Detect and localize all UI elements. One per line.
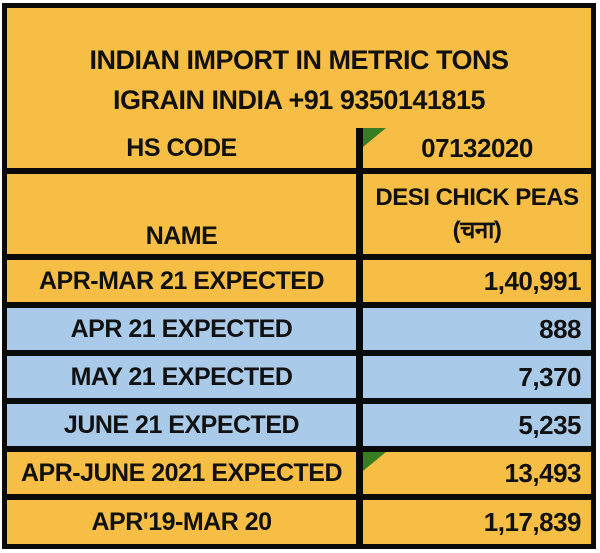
label-cell[interactable]: APR-MAR 21 EXPECTED bbox=[7, 260, 356, 302]
table-row: APR-MAR 21 EXPECTED 1,40,991 bbox=[7, 254, 591, 302]
label-cell[interactable]: NAME bbox=[7, 174, 356, 254]
value-cell[interactable]: DESI CHICK PEAS (चना) bbox=[356, 174, 591, 254]
table-row: APR-JUNE 2021 EXPECTED 13,493 bbox=[7, 446, 591, 494]
table-header-cell[interactable]: INDIAN IMPORT IN METRIC TONS IGRAIN INDI… bbox=[7, 8, 591, 128]
label-cell[interactable]: APR-JUNE 2021 EXPECTED bbox=[7, 452, 356, 494]
table-subtitle: IGRAIN INDIA +91 9350141815 bbox=[113, 85, 485, 115]
row-value: 5,235 bbox=[518, 409, 581, 440]
value-cell[interactable]: 07132020 bbox=[356, 128, 591, 168]
row-value-line: DESI CHICK PEAS bbox=[375, 184, 579, 211]
row-label: APR-MAR 21 EXPECTED bbox=[39, 266, 325, 295]
row-label: APR'19-MAR 20 bbox=[91, 507, 272, 536]
row-value: 07132020 bbox=[421, 132, 533, 163]
table-title: INDIAN IMPORT IN METRIC TONS bbox=[89, 45, 509, 75]
label-cell[interactable]: APR 21 EXPECTED bbox=[7, 308, 356, 350]
row-value-line: (चना) bbox=[452, 217, 502, 244]
row-value: DESI CHICK PEAS (चना) bbox=[375, 181, 579, 247]
value-cell[interactable]: 1,17,839 bbox=[356, 500, 591, 544]
row-label: APR 21 EXPECTED bbox=[70, 314, 293, 343]
row-label: NAME bbox=[145, 222, 218, 250]
row-value: 1,40,991 bbox=[483, 265, 582, 296]
label-cell[interactable]: JUNE 21 EXPECTED bbox=[7, 404, 356, 446]
value-cell[interactable]: 888 bbox=[356, 308, 591, 350]
table-row: MAY 21 EXPECTED 7,370 bbox=[7, 350, 591, 398]
row-value: 13,493 bbox=[504, 457, 581, 488]
table-row: JUNE 21 EXPECTED 5,235 bbox=[7, 398, 591, 446]
spreadsheet: INDIAN IMPORT IN METRIC TONS IGRAIN INDI… bbox=[2, 3, 596, 549]
import-table: INDIAN IMPORT IN METRIC TONS IGRAIN INDI… bbox=[2, 3, 596, 549]
row-label: HS CODE bbox=[126, 133, 237, 162]
label-cell[interactable]: APR'19-MAR 20 bbox=[7, 500, 356, 544]
row-label: APR-JUNE 2021 EXPECTED bbox=[20, 458, 343, 487]
row-value: 7,370 bbox=[518, 361, 581, 392]
value-cell[interactable]: 1,40,991 bbox=[356, 260, 591, 302]
table-row: APR 21 EXPECTED 888 bbox=[7, 302, 591, 350]
value-cell[interactable]: 5,235 bbox=[356, 404, 591, 446]
row-value: 888 bbox=[539, 313, 581, 344]
value-cell[interactable]: 13,493 bbox=[356, 452, 591, 494]
label-cell[interactable]: MAY 21 EXPECTED bbox=[7, 356, 356, 398]
row-label: JUNE 21 EXPECTED bbox=[63, 410, 300, 439]
row-label: MAY 21 EXPECTED bbox=[70, 362, 293, 391]
value-cell[interactable]: 7,370 bbox=[356, 356, 591, 398]
table-row: APR'19-MAR 20 1,17,839 bbox=[7, 494, 591, 544]
table-row: HS CODE 07132020 bbox=[7, 128, 591, 168]
row-value: 1,17,839 bbox=[483, 506, 582, 537]
table-row: NAME DESI CHICK PEAS (चना) bbox=[7, 168, 591, 254]
comment-indicator-triangle-icon bbox=[363, 452, 386, 471]
comment-indicator-triangle-icon bbox=[363, 128, 386, 147]
label-cell[interactable]: HS CODE bbox=[7, 128, 356, 168]
